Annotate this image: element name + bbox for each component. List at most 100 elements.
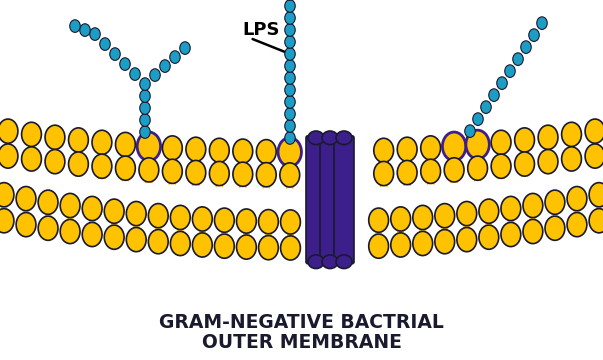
Text: LPS: LPS <box>242 21 280 39</box>
Ellipse shape <box>435 230 455 254</box>
Ellipse shape <box>233 162 253 186</box>
Ellipse shape <box>256 140 276 164</box>
Ellipse shape <box>308 255 324 269</box>
Ellipse shape <box>397 137 417 161</box>
FancyBboxPatch shape <box>334 136 354 264</box>
Text: GRAM-NEGATIVE BACTRIAL: GRAM-NEGATIVE BACTRIAL <box>159 312 444 332</box>
Ellipse shape <box>538 125 558 149</box>
Ellipse shape <box>374 138 394 162</box>
Ellipse shape <box>368 208 388 232</box>
Ellipse shape <box>259 235 279 260</box>
Ellipse shape <box>180 42 191 54</box>
Ellipse shape <box>479 199 499 223</box>
Ellipse shape <box>523 219 543 244</box>
Ellipse shape <box>0 144 18 168</box>
Ellipse shape <box>481 101 491 113</box>
Ellipse shape <box>170 51 180 63</box>
Ellipse shape <box>90 28 100 40</box>
Ellipse shape <box>104 225 124 249</box>
Ellipse shape <box>22 122 42 147</box>
Ellipse shape <box>116 156 135 180</box>
Ellipse shape <box>589 183 603 207</box>
Ellipse shape <box>92 154 112 178</box>
Ellipse shape <box>285 132 295 144</box>
Ellipse shape <box>285 0 295 12</box>
Ellipse shape <box>38 190 58 214</box>
Ellipse shape <box>126 228 146 252</box>
Ellipse shape <box>140 90 150 102</box>
Ellipse shape <box>80 24 90 36</box>
Ellipse shape <box>545 190 565 214</box>
Ellipse shape <box>561 147 581 171</box>
Ellipse shape <box>567 212 587 237</box>
Ellipse shape <box>140 126 150 138</box>
Ellipse shape <box>322 131 338 145</box>
Ellipse shape <box>285 12 295 24</box>
Ellipse shape <box>501 197 521 221</box>
Ellipse shape <box>336 131 352 145</box>
Ellipse shape <box>162 136 182 160</box>
Ellipse shape <box>285 72 295 84</box>
Ellipse shape <box>285 48 295 60</box>
Ellipse shape <box>545 216 565 240</box>
Ellipse shape <box>45 125 65 149</box>
Ellipse shape <box>397 161 417 185</box>
Ellipse shape <box>285 36 295 48</box>
Ellipse shape <box>505 65 515 77</box>
Ellipse shape <box>209 138 229 162</box>
Ellipse shape <box>209 161 229 186</box>
Ellipse shape <box>0 209 14 233</box>
Ellipse shape <box>60 219 80 244</box>
Ellipse shape <box>421 159 441 184</box>
Ellipse shape <box>491 154 511 178</box>
Ellipse shape <box>589 209 603 233</box>
Ellipse shape <box>413 205 432 230</box>
Ellipse shape <box>561 122 581 147</box>
Ellipse shape <box>538 149 558 174</box>
FancyBboxPatch shape <box>306 136 326 264</box>
Ellipse shape <box>69 128 89 152</box>
Ellipse shape <box>585 144 603 168</box>
Ellipse shape <box>92 130 112 154</box>
Ellipse shape <box>130 68 140 80</box>
Ellipse shape <box>285 120 295 132</box>
Ellipse shape <box>140 102 150 114</box>
Ellipse shape <box>137 132 160 161</box>
Ellipse shape <box>45 149 65 174</box>
Ellipse shape <box>148 230 168 254</box>
Ellipse shape <box>99 38 110 50</box>
Ellipse shape <box>537 17 548 30</box>
Ellipse shape <box>16 186 36 211</box>
Text: OUTER MEMBRANE: OUTER MEMBRANE <box>201 333 402 351</box>
Ellipse shape <box>256 163 276 187</box>
Ellipse shape <box>171 205 190 230</box>
Ellipse shape <box>162 159 182 184</box>
Ellipse shape <box>16 212 36 237</box>
Ellipse shape <box>468 156 487 180</box>
Ellipse shape <box>285 108 295 120</box>
Ellipse shape <box>140 114 150 126</box>
Ellipse shape <box>466 130 489 159</box>
Ellipse shape <box>523 193 543 217</box>
Ellipse shape <box>192 207 212 231</box>
Ellipse shape <box>308 131 324 145</box>
Ellipse shape <box>421 136 441 160</box>
Ellipse shape <box>513 53 523 66</box>
Ellipse shape <box>236 209 256 233</box>
Ellipse shape <box>160 60 170 72</box>
Ellipse shape <box>479 225 499 249</box>
Ellipse shape <box>186 137 206 161</box>
Ellipse shape <box>0 119 18 143</box>
Ellipse shape <box>82 197 102 221</box>
Ellipse shape <box>104 199 124 223</box>
Ellipse shape <box>192 233 212 257</box>
Ellipse shape <box>116 132 135 157</box>
Ellipse shape <box>457 202 477 226</box>
Ellipse shape <box>285 84 295 96</box>
Ellipse shape <box>489 89 499 102</box>
Ellipse shape <box>585 119 603 143</box>
Ellipse shape <box>435 204 455 228</box>
Ellipse shape <box>280 236 300 260</box>
Ellipse shape <box>497 77 507 89</box>
Ellipse shape <box>259 210 279 234</box>
